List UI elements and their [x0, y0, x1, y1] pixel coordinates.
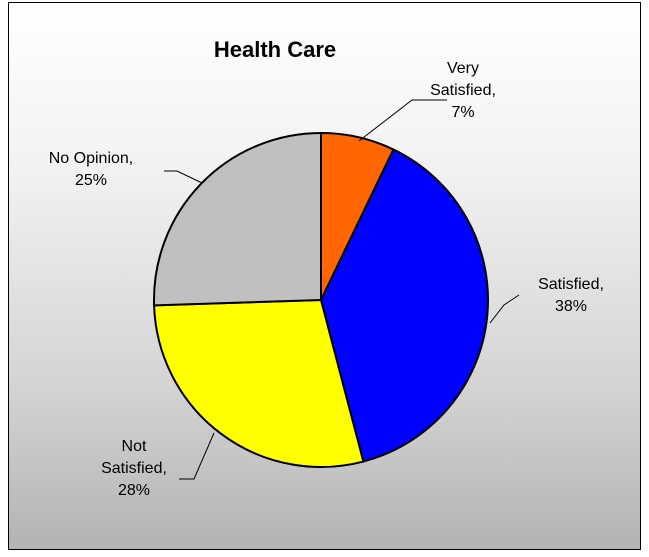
pie-slice-2: [319, 148, 489, 463]
slice-label-2: Satisfied, 38%: [538, 276, 604, 315]
slice-label-3: Not Satisfied, 28%: [101, 438, 167, 499]
leader-line-3: [179, 432, 215, 480]
slice-label-line: No Opinion,: [49, 150, 134, 167]
leader-lines: [164, 99, 520, 480]
slice-label-1: Very Satisfied, 7%: [430, 60, 496, 121]
slice-label-line: Very: [447, 60, 479, 77]
slice-label-line: 28%: [118, 482, 150, 499]
pie-chart: Health Care Very Satisfied, 7% Satisfied, 38…: [49, 37, 604, 499]
slice-label-line: 25%: [75, 172, 107, 189]
slice-label-line: Not: [122, 438, 147, 455]
pie-slice-4: [153, 131, 322, 307]
slice-labels: Very Satisfied, 7% Satisfied, 38% Not Satisfie…: [49, 60, 604, 499]
pie-slice-3: [153, 298, 365, 469]
chart-area: Health Care Very Satisfied, 7% Satisfied, 38…: [8, 2, 641, 550]
slice-label-line: 7%: [451, 104, 474, 121]
slice-label-4: No Opinion, 25%: [49, 150, 134, 189]
pie-slices: [153, 131, 489, 469]
leader-line-1: [358, 99, 447, 142]
slice-label-line: Satisfied,: [538, 276, 604, 293]
chart-title: Health Care: [214, 37, 336, 62]
slice-label-line: Satisfied,: [430, 82, 496, 99]
slice-label-line: Satisfied,: [101, 460, 167, 477]
slice-label-line: 38%: [555, 298, 587, 315]
leader-line-4: [164, 170, 203, 184]
leader-line-2: [489, 294, 520, 324]
